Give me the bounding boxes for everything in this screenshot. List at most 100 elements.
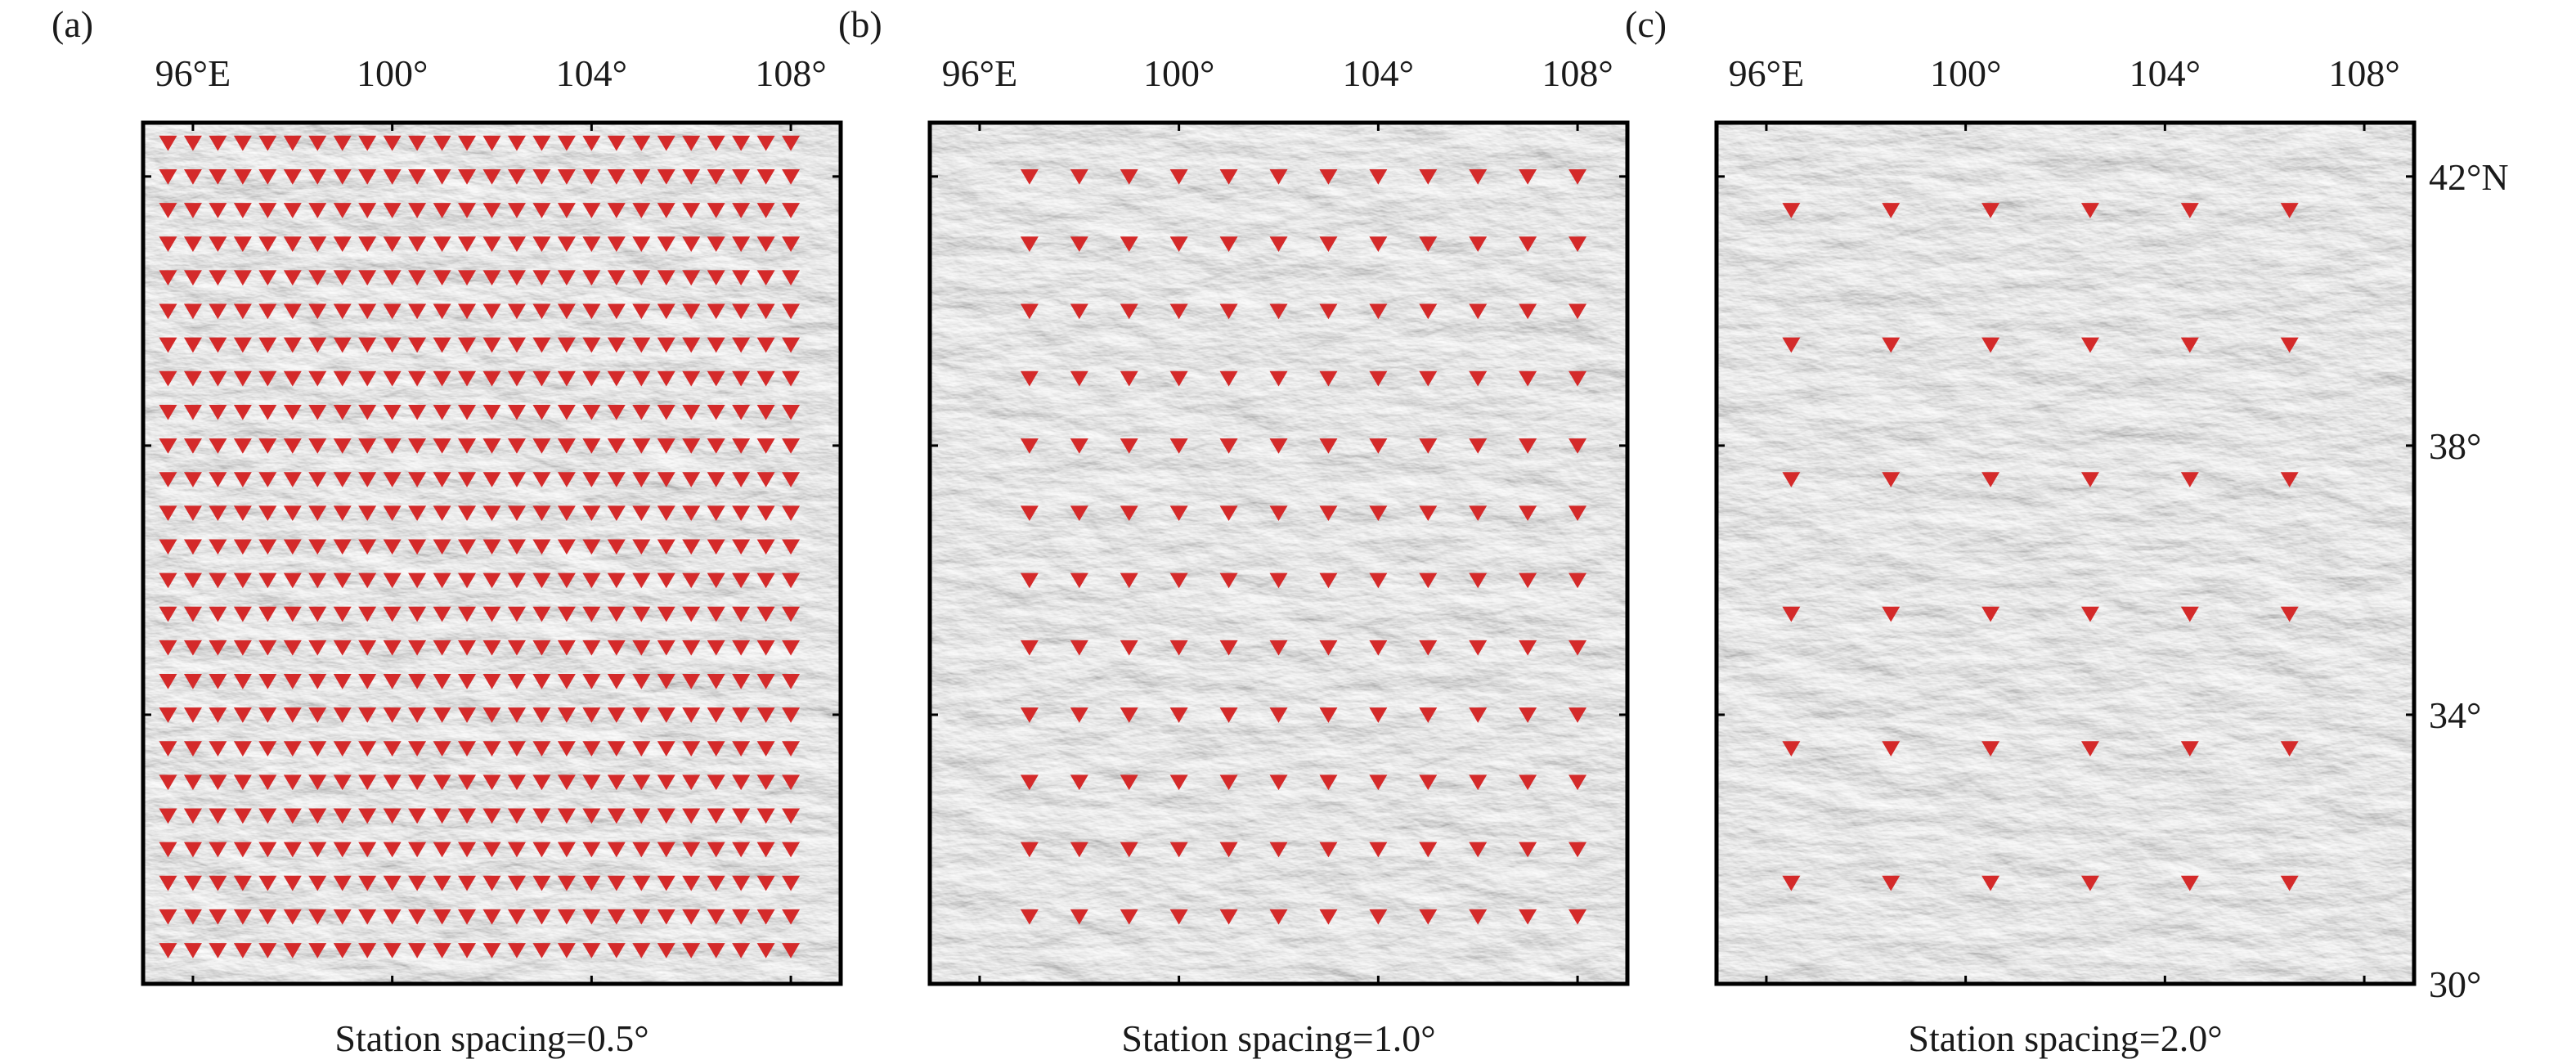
map-frame xyxy=(141,120,843,986)
station-marker xyxy=(482,303,501,320)
station-marker xyxy=(308,909,327,925)
station-marker xyxy=(258,236,277,252)
station-marker xyxy=(1568,370,1587,387)
station-marker xyxy=(183,741,202,756)
station-marker xyxy=(183,640,202,656)
station-marker xyxy=(557,438,576,454)
station-marker xyxy=(1882,472,1901,487)
station-marker xyxy=(782,606,801,622)
station-marker xyxy=(209,404,227,420)
longitude-tick-label: 96°E xyxy=(155,52,231,94)
station-marker xyxy=(283,303,302,320)
latitude-tick-label: 42°N xyxy=(2429,156,2509,198)
station-marker xyxy=(1469,909,1488,925)
station-marker xyxy=(532,909,551,925)
station-marker xyxy=(507,572,526,589)
station-marker xyxy=(1519,640,1537,656)
station-marker xyxy=(1070,774,1088,791)
station-marker xyxy=(383,438,402,454)
station-marker xyxy=(233,438,252,454)
station-marker xyxy=(1219,236,1238,252)
station-marker xyxy=(458,774,477,791)
station-marker xyxy=(358,270,377,286)
station-marker xyxy=(482,741,501,756)
station-marker xyxy=(433,169,451,185)
station-marker xyxy=(782,438,801,454)
station-marker xyxy=(333,539,352,555)
station-marker xyxy=(1981,472,2000,487)
station-marker xyxy=(233,606,252,622)
station-marker xyxy=(1219,438,1238,454)
station-marker xyxy=(782,303,801,320)
station-marker xyxy=(1519,438,1537,454)
station-marker xyxy=(358,236,377,252)
station-marker xyxy=(433,741,451,756)
station-marker xyxy=(632,774,651,791)
station-marker xyxy=(1219,774,1238,791)
station-marker xyxy=(209,774,227,791)
station-marker xyxy=(1469,774,1488,791)
station-marker xyxy=(582,135,601,151)
station-marker xyxy=(2280,337,2299,353)
station-marker xyxy=(557,707,576,723)
station-marker xyxy=(482,606,501,622)
station-marker xyxy=(183,909,202,925)
station-marker xyxy=(2280,203,2299,218)
station-marker xyxy=(482,875,501,891)
station-marker xyxy=(756,203,775,218)
station-marker xyxy=(1219,640,1238,656)
station-marker xyxy=(433,135,451,151)
station-marker xyxy=(408,169,427,185)
station-marker xyxy=(1269,572,1288,589)
station-marker xyxy=(233,539,252,555)
station-marker xyxy=(358,438,377,454)
station-marker xyxy=(1319,505,1338,522)
station-marker xyxy=(233,774,252,791)
station-marker xyxy=(682,842,701,858)
station-marker xyxy=(1519,505,1537,522)
station-marker xyxy=(183,707,202,723)
station-marker xyxy=(657,572,675,589)
station-marker xyxy=(582,539,601,555)
station-marker xyxy=(383,337,402,353)
station-marker xyxy=(782,808,801,824)
station-marker xyxy=(383,370,402,387)
station-marker xyxy=(159,270,177,286)
station-marker xyxy=(333,808,352,824)
station-marker xyxy=(183,875,202,891)
station-marker xyxy=(782,135,801,151)
station-marker xyxy=(1070,370,1088,387)
station-marker xyxy=(657,640,675,656)
station-marker xyxy=(159,404,177,420)
map-frame xyxy=(927,120,1630,986)
station-marker xyxy=(732,606,751,622)
station-marker xyxy=(308,606,327,622)
station-marker xyxy=(159,572,177,589)
station-marker xyxy=(1469,438,1488,454)
station-marker xyxy=(682,505,701,522)
station-marker xyxy=(582,404,601,420)
station-marker xyxy=(507,640,526,656)
station-marker xyxy=(632,943,651,958)
station-marker xyxy=(2180,472,2199,487)
station-marker xyxy=(283,539,302,555)
station-marker xyxy=(333,606,352,622)
station-marker xyxy=(1269,774,1288,791)
station-marker xyxy=(557,741,576,756)
station-marker xyxy=(209,236,227,252)
station-marker xyxy=(233,203,252,218)
station-marker xyxy=(532,303,551,320)
station-marker xyxy=(507,774,526,791)
longitude-tick-label: 96°E xyxy=(1729,52,1805,94)
station-marker xyxy=(408,707,427,723)
station-marker xyxy=(707,640,725,656)
station-marker xyxy=(782,236,801,252)
station-marker xyxy=(657,203,675,218)
station-marker xyxy=(632,741,651,756)
station-marker xyxy=(333,370,352,387)
station-marker xyxy=(732,404,751,420)
station-marker xyxy=(1369,774,1388,791)
station-marker xyxy=(1169,640,1188,656)
station-marker xyxy=(308,741,327,756)
station-marker xyxy=(582,169,601,185)
